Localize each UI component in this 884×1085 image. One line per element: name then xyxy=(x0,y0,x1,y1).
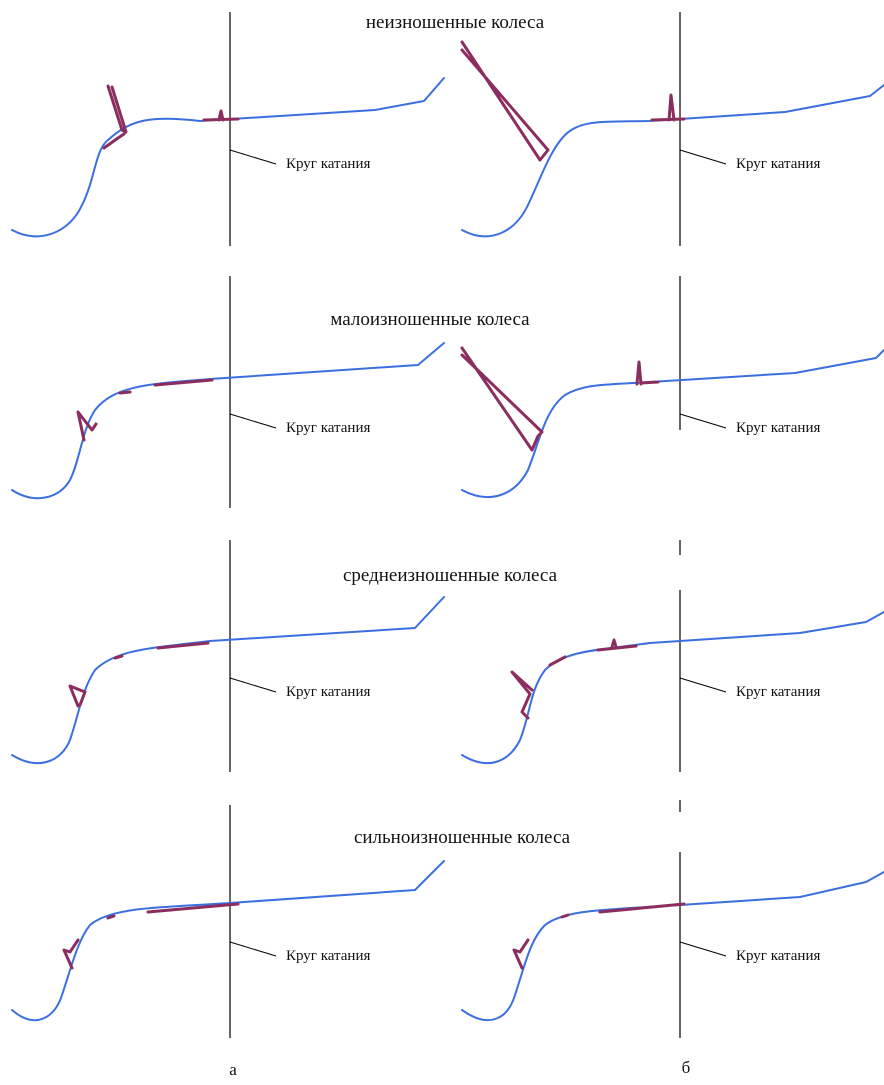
row-3-title: среднеизношенные колеса xyxy=(343,565,558,586)
wheel-profile-curve xyxy=(11,860,445,1022)
panel-row4-right: Круг катания xyxy=(461,852,884,1038)
rolling-circle-leader xyxy=(679,677,727,693)
rolling-circle-leader xyxy=(679,149,727,165)
panel-row4-left: Круг катания xyxy=(11,805,445,1038)
rolling-circle-label: Круг катания xyxy=(736,684,820,700)
contact-patch-mark xyxy=(510,638,638,720)
panel-row1-left: Круг катания xyxy=(11,12,445,246)
contact-patch-mark xyxy=(68,641,210,708)
wheel-profile-curve xyxy=(11,596,445,765)
wheel-profile-curve xyxy=(11,77,445,238)
wheel-profile-curve xyxy=(461,84,884,238)
panel-row1-right: Круг катания xyxy=(460,12,884,246)
contact-patch-mark xyxy=(102,84,240,150)
rolling-circle-leader xyxy=(229,677,277,693)
column-caption-b: б xyxy=(682,1058,691,1077)
panel-row2-left: Круг катания xyxy=(11,276,445,508)
panel-row2-right: Круг катания xyxy=(460,276,884,555)
contact-patch-mark xyxy=(460,346,660,452)
row-4-title: сильноизношенные колеса xyxy=(354,827,571,848)
rolling-circle-label: Круг катания xyxy=(736,420,820,436)
panel-row3-right: Круг катания xyxy=(461,590,884,812)
rolling-circle-label: Круг катания xyxy=(286,948,370,964)
contact-patch-mark xyxy=(76,378,214,442)
rolling-circle-leader xyxy=(679,941,727,957)
contact-patch-mark xyxy=(460,40,686,162)
rolling-circle-label: Круг катания xyxy=(736,156,820,172)
row-1-title: неизношенные колеса xyxy=(366,12,545,33)
contact-patch-mark xyxy=(62,902,240,970)
rolling-circle-label: Круг катания xyxy=(286,420,370,436)
row-2-title: малоизношенные колеса xyxy=(330,309,530,330)
rolling-circle-label: Круг катания xyxy=(736,948,820,964)
wheel-profile-curve xyxy=(11,342,445,500)
rolling-circle-label: Круг катания xyxy=(286,156,370,172)
rolling-circle-leader xyxy=(679,413,727,429)
contact-patch-mark xyxy=(512,902,686,970)
wheel-profile-curve xyxy=(461,349,884,499)
rolling-circle-leader xyxy=(229,149,277,165)
rolling-circle-label: Круг катания xyxy=(286,684,370,700)
rolling-circle-leader xyxy=(229,413,277,429)
column-caption-a: а xyxy=(229,1060,237,1079)
panel-row3-left: Круг катания xyxy=(11,540,445,772)
rolling-circle-leader xyxy=(229,941,277,957)
